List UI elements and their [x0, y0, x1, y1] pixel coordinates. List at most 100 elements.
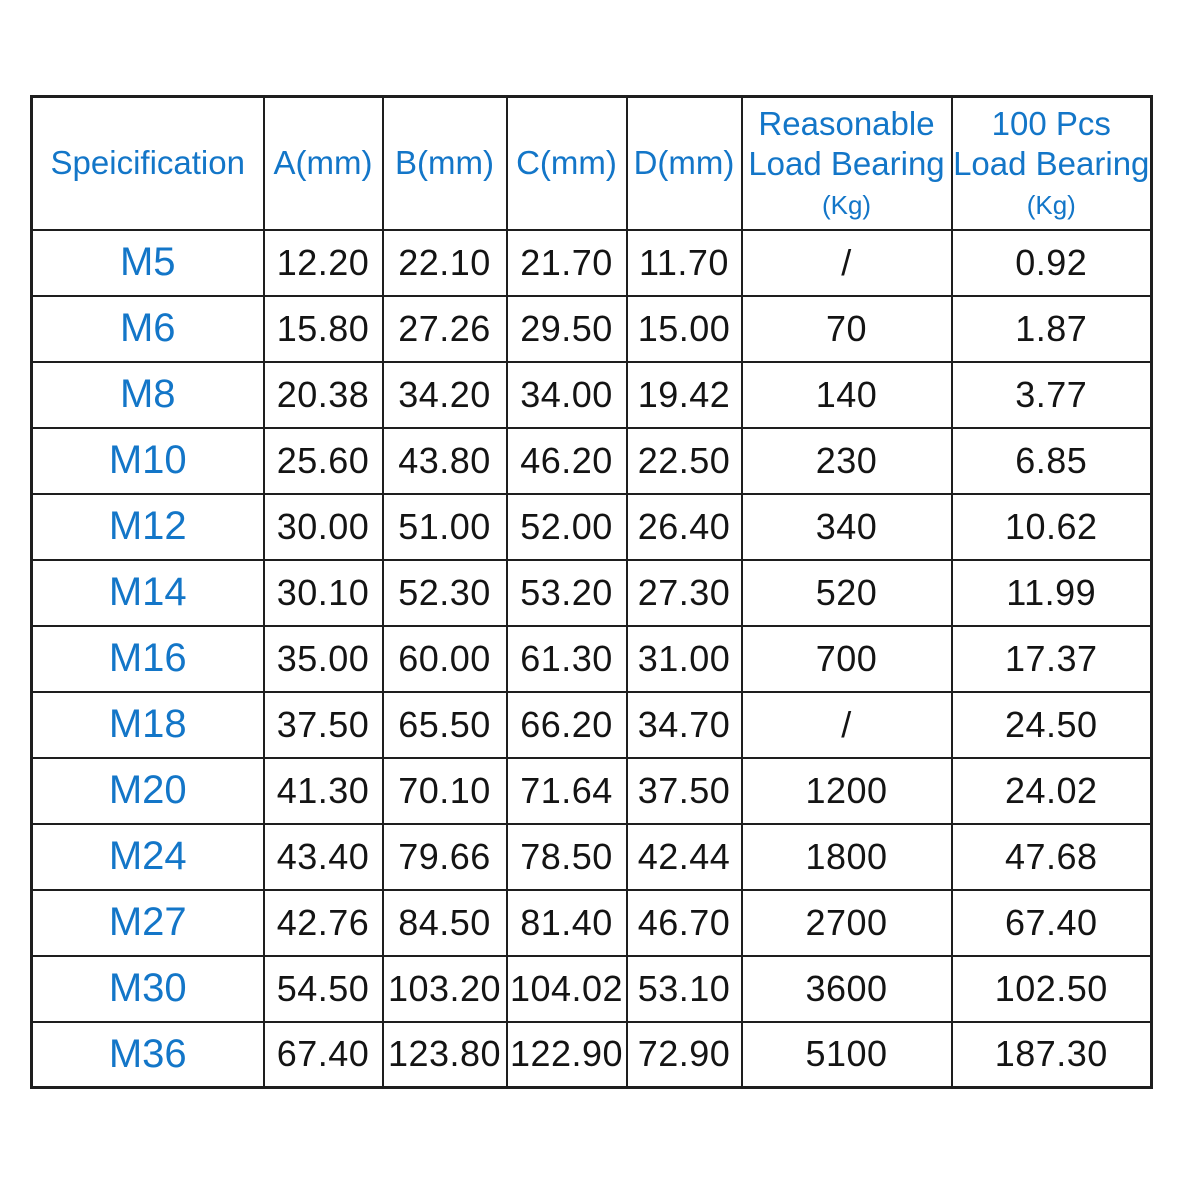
value-cell: 2700 — [740, 888, 953, 957]
spec-cell: M16 — [30, 624, 265, 693]
value-cell: 15.00 — [625, 294, 743, 363]
value-cell: 15.80 — [262, 294, 384, 363]
table-row-m8: M8 20.38 34.20 34.00 19.42 140 3.77 — [30, 360, 1153, 429]
table-row-m12: M12 30.00 51.00 52.00 26.40 340 10.62 — [30, 492, 1153, 561]
value-cell: 72.90 — [625, 1020, 743, 1089]
value-cell: 30.00 — [262, 492, 384, 561]
table-row-m5: M5 12.20 22.10 21.70 11.70/0.92 — [30, 228, 1153, 297]
value-cell: 20.38 — [262, 360, 384, 429]
value-cell: 46.70 — [625, 888, 743, 957]
column-header-text: B(mm) — [395, 144, 494, 182]
spec-cell: M6 — [30, 294, 265, 363]
value-cell: 520 — [740, 558, 953, 627]
column-header-d-mm: D(mm) — [625, 95, 743, 231]
value-cell: 17.37 — [950, 624, 1153, 693]
column-header-c-mm: C(mm) — [505, 95, 628, 231]
value-cell: 19.42 — [625, 360, 743, 429]
value-cell: 78.50 — [505, 822, 628, 891]
value-cell: 35.00 — [262, 624, 384, 693]
value-cell: 43.40 — [262, 822, 384, 891]
value-cell: 22.50 — [625, 426, 743, 495]
value-cell: 34.20 — [381, 360, 508, 429]
value-cell: 123.80 — [381, 1020, 508, 1089]
value-cell: 81.40 — [505, 888, 628, 957]
value-cell: 187.30 — [950, 1020, 1153, 1089]
table-row-m36: M36 67.40 123.80 122.90 72.90 5100 187.30 — [30, 1020, 1153, 1089]
value-cell: 104.02 — [505, 954, 628, 1023]
column-header-text: A(mm) — [273, 144, 373, 182]
table-row-m10: M10 25.60 43.80 46.20 22.50 230 6.85 — [30, 426, 1153, 495]
spec-cell: M18 — [30, 690, 265, 759]
value-cell: 27.26 — [381, 294, 508, 363]
value-cell: 26.40 — [625, 492, 743, 561]
value-cell: 34.00 — [505, 360, 628, 429]
value-cell: 60.00 — [381, 624, 508, 693]
column-header-100-pcs-load-bearing: 100 Pcs Load Bearing (Kg) — [950, 95, 1153, 231]
value-cell: 6.85 — [950, 426, 1153, 495]
table-body: M5 12.20 22.10 21.70 11.70/0.92 M6 15.80 27.26 2… — [30, 228, 1153, 1089]
value-cell: 53.10 — [625, 954, 743, 1023]
spec-cell: M10 — [30, 426, 265, 495]
value-cell: 11.99 — [950, 558, 1153, 627]
value-cell: 70 — [740, 294, 953, 363]
value-cell: 5100 — [740, 1020, 953, 1089]
value-cell: 34.70 — [625, 690, 743, 759]
value-cell: 41.30 — [262, 756, 384, 825]
value-cell: 122.90 — [505, 1020, 628, 1089]
value-cell: 43.80 — [381, 426, 508, 495]
value-cell: 3.77 — [950, 360, 1153, 429]
value-cell: 10.62 — [950, 492, 1153, 561]
table-row-m14: M14 30.10 52.30 53.20 27.30 520 11.99 — [30, 558, 1153, 627]
table-row-m6: M6 15.80 27.26 29.50 15.00 70 1.87 — [30, 294, 1153, 363]
spec-cell: M8 — [30, 360, 265, 429]
column-header-text: Reasonable — [758, 105, 935, 143]
table-row-m30: M30 54.50 103.20 104.02 53.10 3600 102.50 — [30, 954, 1153, 1023]
column-header-b-mm: B(mm) — [381, 95, 508, 231]
value-cell: 84.50 — [381, 888, 508, 957]
value-cell: / — [740, 690, 953, 759]
value-cell: 70.10 — [381, 756, 508, 825]
value-cell: 71.64 — [505, 756, 628, 825]
value-cell: 37.50 — [625, 756, 743, 825]
value-cell: 54.50 — [262, 954, 384, 1023]
value-cell: 67.40 — [262, 1020, 384, 1089]
spec-cell: M5 — [30, 228, 265, 297]
column-header-text: C(mm) — [516, 144, 617, 182]
value-cell: 37.50 — [262, 690, 384, 759]
value-cell: 3600 — [740, 954, 953, 1023]
value-cell: 22.10 — [381, 228, 508, 297]
value-cell: 53.20 — [505, 558, 628, 627]
spec-cell: M24 — [30, 822, 265, 891]
value-cell: 52.00 — [505, 492, 628, 561]
column-header-text: Speicification — [50, 144, 245, 182]
value-cell: 1200 — [740, 756, 953, 825]
value-cell: 30.10 — [262, 558, 384, 627]
table-row-m20: M20 41.30 70.10 71.64 37.50 1200 24.02 — [30, 756, 1153, 825]
value-cell: 340 — [740, 492, 953, 561]
column-header-specification: Speicification — [30, 95, 265, 231]
table-row-m27: M27 42.76 84.50 81.40 46.70 2700 67.40 — [30, 888, 1153, 957]
value-cell: 102.50 — [950, 954, 1153, 1023]
column-header-text: Load Bearing — [748, 145, 945, 183]
value-cell: 24.02 — [950, 756, 1153, 825]
value-cell: 31.00 — [625, 624, 743, 693]
value-cell: 42.44 — [625, 822, 743, 891]
value-cell: 65.50 — [381, 690, 508, 759]
spec-cell: M27 — [30, 888, 265, 957]
spec-cell: M20 — [30, 756, 265, 825]
value-cell: 47.68 — [950, 822, 1153, 891]
value-cell: 67.40 — [950, 888, 1153, 957]
table-row-m18: M18 37.50 65.50 66.20 34.70/24.50 — [30, 690, 1153, 759]
value-cell: 700 — [740, 624, 953, 693]
column-header-text: Load Bearing — [953, 145, 1150, 183]
value-cell: 103.20 — [381, 954, 508, 1023]
table-row-m16: M16 35.00 60.00 61.30 31.00 700 17.37 — [30, 624, 1153, 693]
value-cell: 11.70 — [625, 228, 743, 297]
value-cell: 230 — [740, 426, 953, 495]
column-header-reasonable-load-bearing: Reasonable Load Bearing (Kg) — [740, 95, 953, 231]
specification-table: Speicification A(mm) B(mm) C(mm) D(mm) Reason… — [30, 95, 1153, 1089]
header-row: Speicification A(mm) B(mm) C(mm) D(mm) Reason… — [30, 95, 1153, 231]
value-cell: 52.30 — [381, 558, 508, 627]
column-header-unit: (Kg) — [1026, 190, 1076, 221]
